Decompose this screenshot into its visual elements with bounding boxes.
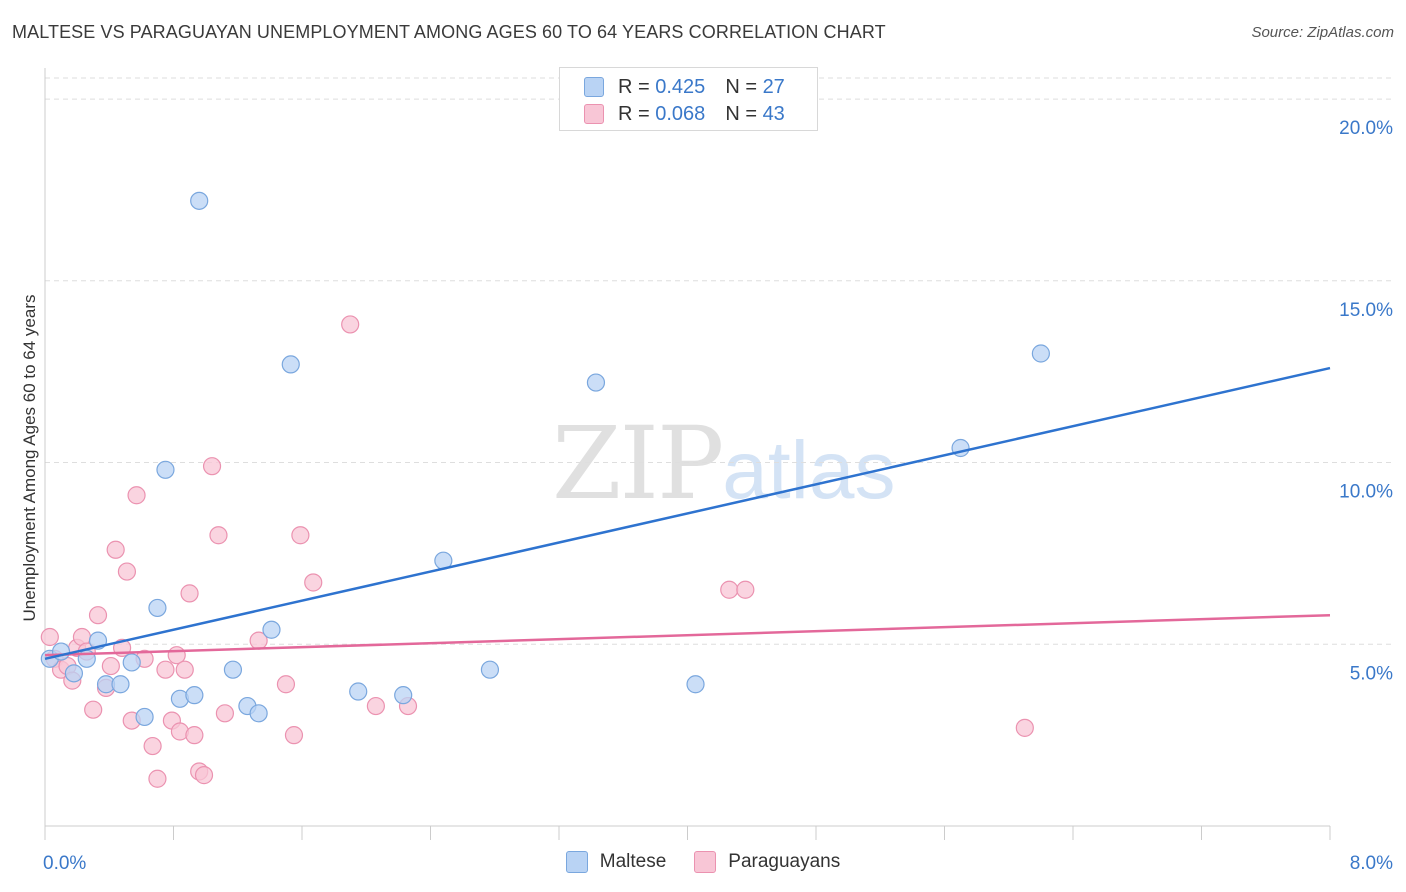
paraguayans-point — [143, 736, 162, 756]
paraguayans-point — [202, 457, 222, 476]
y-tick-label: 15.0% — [1339, 300, 1393, 321]
chart-title: MALTESE VS PARAGUAYAN UNEMPLOYMENT AMONG… — [12, 22, 886, 42]
maltese-point — [148, 598, 167, 618]
legend-item-paraguayans[interactable]: Paraguayans — [694, 851, 840, 873]
paraguayans-point — [156, 660, 175, 679]
paraguayans-r-value: 0.068 — [655, 102, 706, 125]
paraguayans-point — [304, 573, 323, 592]
watermark: ZIPatlas — [552, 405, 896, 522]
watermark-zip: ZIP — [552, 405, 724, 522]
maltese-point — [262, 620, 281, 639]
maltese-point — [349, 682, 368, 701]
maltese-n-label: N = — [725, 75, 757, 98]
paraguayans-trend-line — [44, 613, 1331, 657]
paraguayans-legend-swatch — [694, 851, 717, 873]
paraguayans-point — [284, 726, 304, 745]
legend-label-paraguayans: Paraguayans — [728, 851, 841, 872]
paraguayans-point — [185, 726, 204, 745]
paraguayans-point — [175, 660, 194, 679]
maltese-point — [64, 664, 84, 683]
maltese-legend-swatch — [565, 851, 588, 873]
maltese-point — [1031, 344, 1050, 363]
paraguayans-n-label: N = — [725, 102, 757, 125]
source-label: Source: ZipAtlas.com — [1251, 24, 1394, 41]
legend-row-maltese: R = 0.425 N = 27 — [584, 74, 785, 100]
y-tick-label: 10.0% — [1339, 482, 1393, 503]
maltese-point — [135, 707, 154, 727]
maltese-r-value: 0.425 — [655, 75, 706, 98]
maltese-point — [156, 460, 175, 479]
paraguayans-point — [366, 696, 385, 716]
maltese-n-value: 27 — [762, 75, 785, 98]
paraguayans-point — [1015, 718, 1034, 737]
legend-row-paraguayans: R = 0.068 N = 43 — [584, 101, 785, 127]
paraguayans-point — [194, 766, 214, 785]
y-tick-label: 20.0% — [1339, 118, 1393, 139]
y-tick-label: 5.0% — [1350, 663, 1393, 684]
x-tick-label-max: 8.0% — [1350, 853, 1393, 874]
x-tick-label-min: 0.0% — [43, 853, 86, 874]
paraguayans-n-value: 43 — [762, 102, 785, 125]
paraguayans-point — [180, 584, 199, 603]
maltese-trend-line — [44, 366, 1331, 661]
paraguayans-point — [106, 540, 125, 559]
maltese-point — [249, 704, 268, 723]
paraguayans-swatch — [584, 104, 604, 124]
paraguayans-point — [84, 700, 103, 719]
watermark-atlas: atlas — [722, 425, 896, 516]
paraguayans-point — [291, 526, 310, 545]
maltese-point — [281, 355, 300, 374]
paraguayans-point — [720, 580, 739, 599]
maltese-point — [480, 660, 500, 679]
paraguayans-point — [101, 656, 120, 676]
paraguayans-point — [209, 526, 228, 545]
paraguayans-point — [148, 769, 167, 788]
paraguayans-r-label: R = — [618, 102, 650, 125]
paraguayans-point — [215, 704, 234, 723]
maltese-point — [586, 373, 606, 392]
legend-label-maltese: Maltese — [599, 851, 667, 872]
maltese-r-label: R = — [618, 75, 650, 98]
series-legend: Maltese Paraguayans — [0, 851, 1406, 873]
maltese-swatch — [584, 77, 604, 97]
maltese-point — [185, 686, 204, 705]
paraguayans-point — [88, 606, 108, 625]
legend-item-maltese[interactable]: Maltese — [565, 851, 667, 873]
maltese-point — [122, 653, 141, 672]
paraguayans-point — [736, 580, 755, 599]
paraguayans-point — [127, 486, 146, 505]
paraguayans-point — [117, 562, 137, 581]
correlation-legend: R = 0.425 N = 27 R = 0.068 N = 43 — [559, 67, 818, 131]
paraguayans-point — [40, 627, 59, 647]
maltese-point — [394, 686, 413, 705]
maltese-point — [686, 675, 705, 694]
maltese-point — [223, 660, 243, 679]
maltese-point — [111, 675, 130, 694]
paraguayans-point — [341, 315, 360, 334]
maltese-point — [190, 191, 209, 210]
paraguayans-point — [276, 675, 296, 694]
